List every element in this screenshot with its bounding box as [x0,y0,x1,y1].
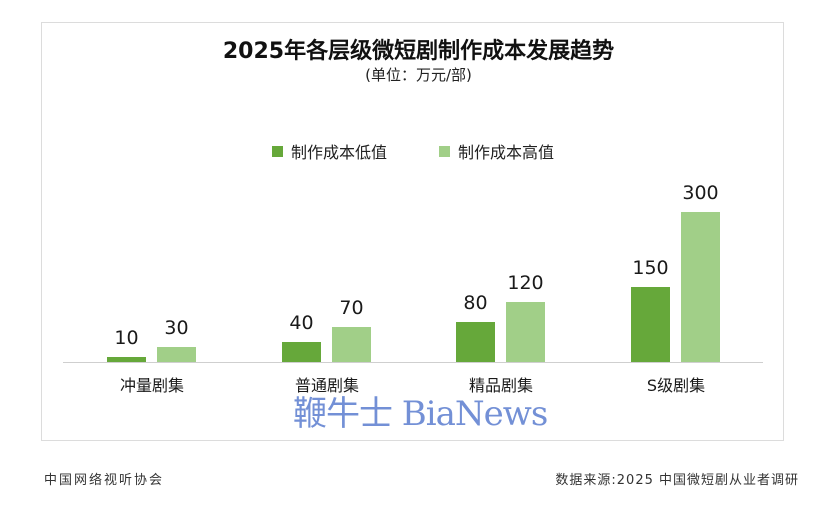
category-label: 冲量剧集 [119,376,184,395]
legend-label-high: 制作成本高值 [458,143,555,162]
bar-high [332,327,371,362]
legend-label-low: 制作成本低值 [291,143,388,162]
data-label: 30 [164,317,189,339]
chart-legend: 制作成本低值 制作成本高值 [272,139,606,163]
category-label: S级剧集 [646,376,706,395]
bar-high [157,347,196,362]
legend-item-low: 制作成本低值 [272,139,387,163]
chart-subtitle: (单位：万元/部) [365,66,472,84]
data-label: 80 [463,292,488,314]
bar-high [506,302,545,362]
legend-item-high: 制作成本高值 [439,139,554,163]
legend-swatch-high [439,145,451,157]
category-label: 普通剧集 [294,376,359,395]
data-label: 150 [632,257,669,279]
x-axis-line [63,362,763,363]
bar-low [631,287,670,362]
watermark: 鞭牛士 BiaNews [293,394,548,434]
footer-organization: 中国网络视听协会 [44,473,165,488]
data-label: 40 [289,312,314,334]
chart-title: 2025年各层级微短剧制作成本发展趋势 [222,39,615,64]
data-label: 70 [339,297,364,319]
category-label: 精品剧集 [468,376,533,395]
data-label: 10 [114,327,139,349]
legend-swatch-low [272,145,283,157]
bar-low [107,357,146,362]
bar-high [681,212,720,362]
bar-low [282,342,321,362]
chart-frame [41,22,784,441]
footer-source: 数据来源:2025 中国微短剧从业者调研 [555,473,799,488]
bar-low [456,322,495,362]
data-label: 120 [507,272,544,294]
data-label: 300 [682,182,719,204]
